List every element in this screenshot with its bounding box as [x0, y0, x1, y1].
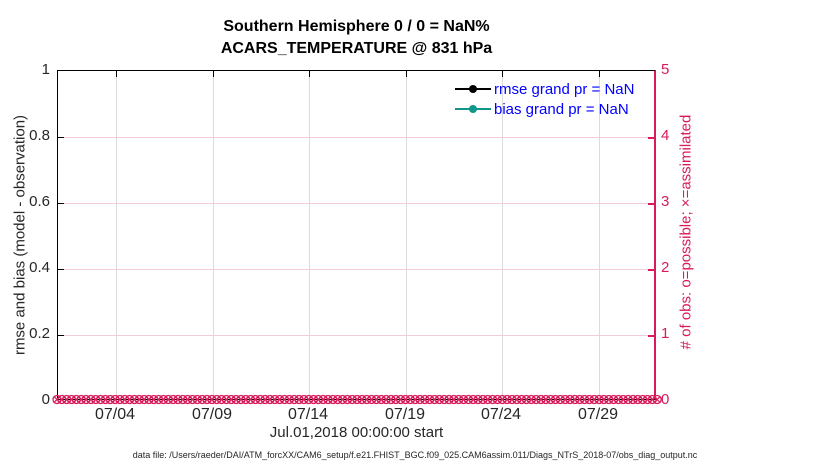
left-y-axis-label: rmse and bias (model - observation): [11, 114, 29, 356]
x-axis-label: Jul.01,2018 00:00:00 start: [269, 424, 444, 441]
legend-entry-label: rmse grand pr = NaN: [494, 80, 635, 98]
right-y-tick-label: 5: [661, 61, 670, 78]
x-tick-mark: [599, 71, 600, 77]
x-tick-label: 07/14: [287, 406, 329, 423]
chart-title-line2: ACARS_TEMPERATURE @ 831 hPa: [220, 40, 493, 57]
x-tick-label: 07/04: [94, 406, 136, 423]
left-y-tick-label: 0.4: [29, 259, 50, 276]
right-y-tick-label: 4: [661, 127, 670, 144]
left-y-tick-mark: [58, 137, 64, 138]
x-gridline: [502, 71, 503, 399]
right-y-tick-mark: [648, 335, 654, 337]
left-y-tick-label: 1: [41, 61, 50, 78]
x-gridline: [599, 71, 600, 399]
x-tick-mark: [309, 71, 310, 77]
data-file-footer: data file: /Users/raeder/DAI/ATM_forcXX/…: [132, 450, 698, 460]
legend: rmse grand pr = NaN bias grand pr = NaN: [455, 79, 634, 119]
right-y-tick-label: 2: [661, 259, 670, 276]
x-gridline: [406, 71, 407, 399]
right-y-tick-mark: [648, 269, 654, 271]
right-y-tick-label: 3: [661, 193, 670, 210]
assimilated-obs-marker: [653, 395, 661, 404]
legend-entry-label: bias grand pr = NaN: [494, 100, 629, 118]
legend-line-sample: [455, 105, 491, 113]
right-y-tick-mark: [648, 203, 654, 205]
right-y-tick-mark: [648, 137, 654, 139]
x-tick-label: 07/24: [480, 406, 522, 423]
left-y-tick-label: 0.8: [29, 127, 50, 144]
plot-area: [52, 70, 662, 405]
left-y-tick-label: 0: [41, 391, 50, 408]
legend-entry: rmse grand pr = NaN: [455, 79, 634, 99]
x-tick-label: 07/29: [577, 406, 619, 423]
x-gridline: [213, 71, 214, 399]
left-y-tick-mark: [58, 203, 64, 204]
left-y-tick-mark: [58, 269, 64, 270]
x-tick-mark: [406, 71, 407, 77]
x-tick-label: 07/19: [384, 406, 426, 423]
x-gridline: [116, 71, 117, 399]
left-y-tick-label: 0.6: [29, 193, 50, 210]
y-gridline: [58, 335, 654, 336]
y-gridline: [58, 137, 654, 138]
legend-marker-icon: [469, 105, 477, 113]
x-tick-mark: [502, 71, 503, 77]
chart-title-line1: Southern Hemisphere 0 / 0 = NaN%: [223, 18, 490, 35]
right-y-tick-label: 0: [661, 391, 670, 408]
legend-marker-icon: [469, 85, 477, 93]
x-tick-mark: [213, 71, 214, 77]
legend-entry: bias grand pr = NaN: [455, 99, 634, 119]
x-tick-mark: [116, 71, 117, 77]
obs-count-marker-band: [52, 394, 662, 405]
x-tick-label: 07/09: [191, 406, 233, 423]
chart-title: Southern Hemisphere 0 / 0 = NaN% ACARS_T…: [57, 16, 656, 60]
right-y-tick-label: 1: [661, 325, 670, 342]
y-gridline: [58, 269, 654, 270]
left-y-tick-mark: [58, 335, 64, 336]
y-gridline: [58, 203, 654, 204]
left-y-tick-label: 0.2: [29, 325, 50, 342]
legend-line-sample: [455, 85, 491, 93]
possible-obs-marker: [652, 394, 662, 405]
right-y-axis-label: # of obs: o=possible; ×=assimilated: [677, 114, 695, 350]
x-gridline: [309, 71, 310, 399]
